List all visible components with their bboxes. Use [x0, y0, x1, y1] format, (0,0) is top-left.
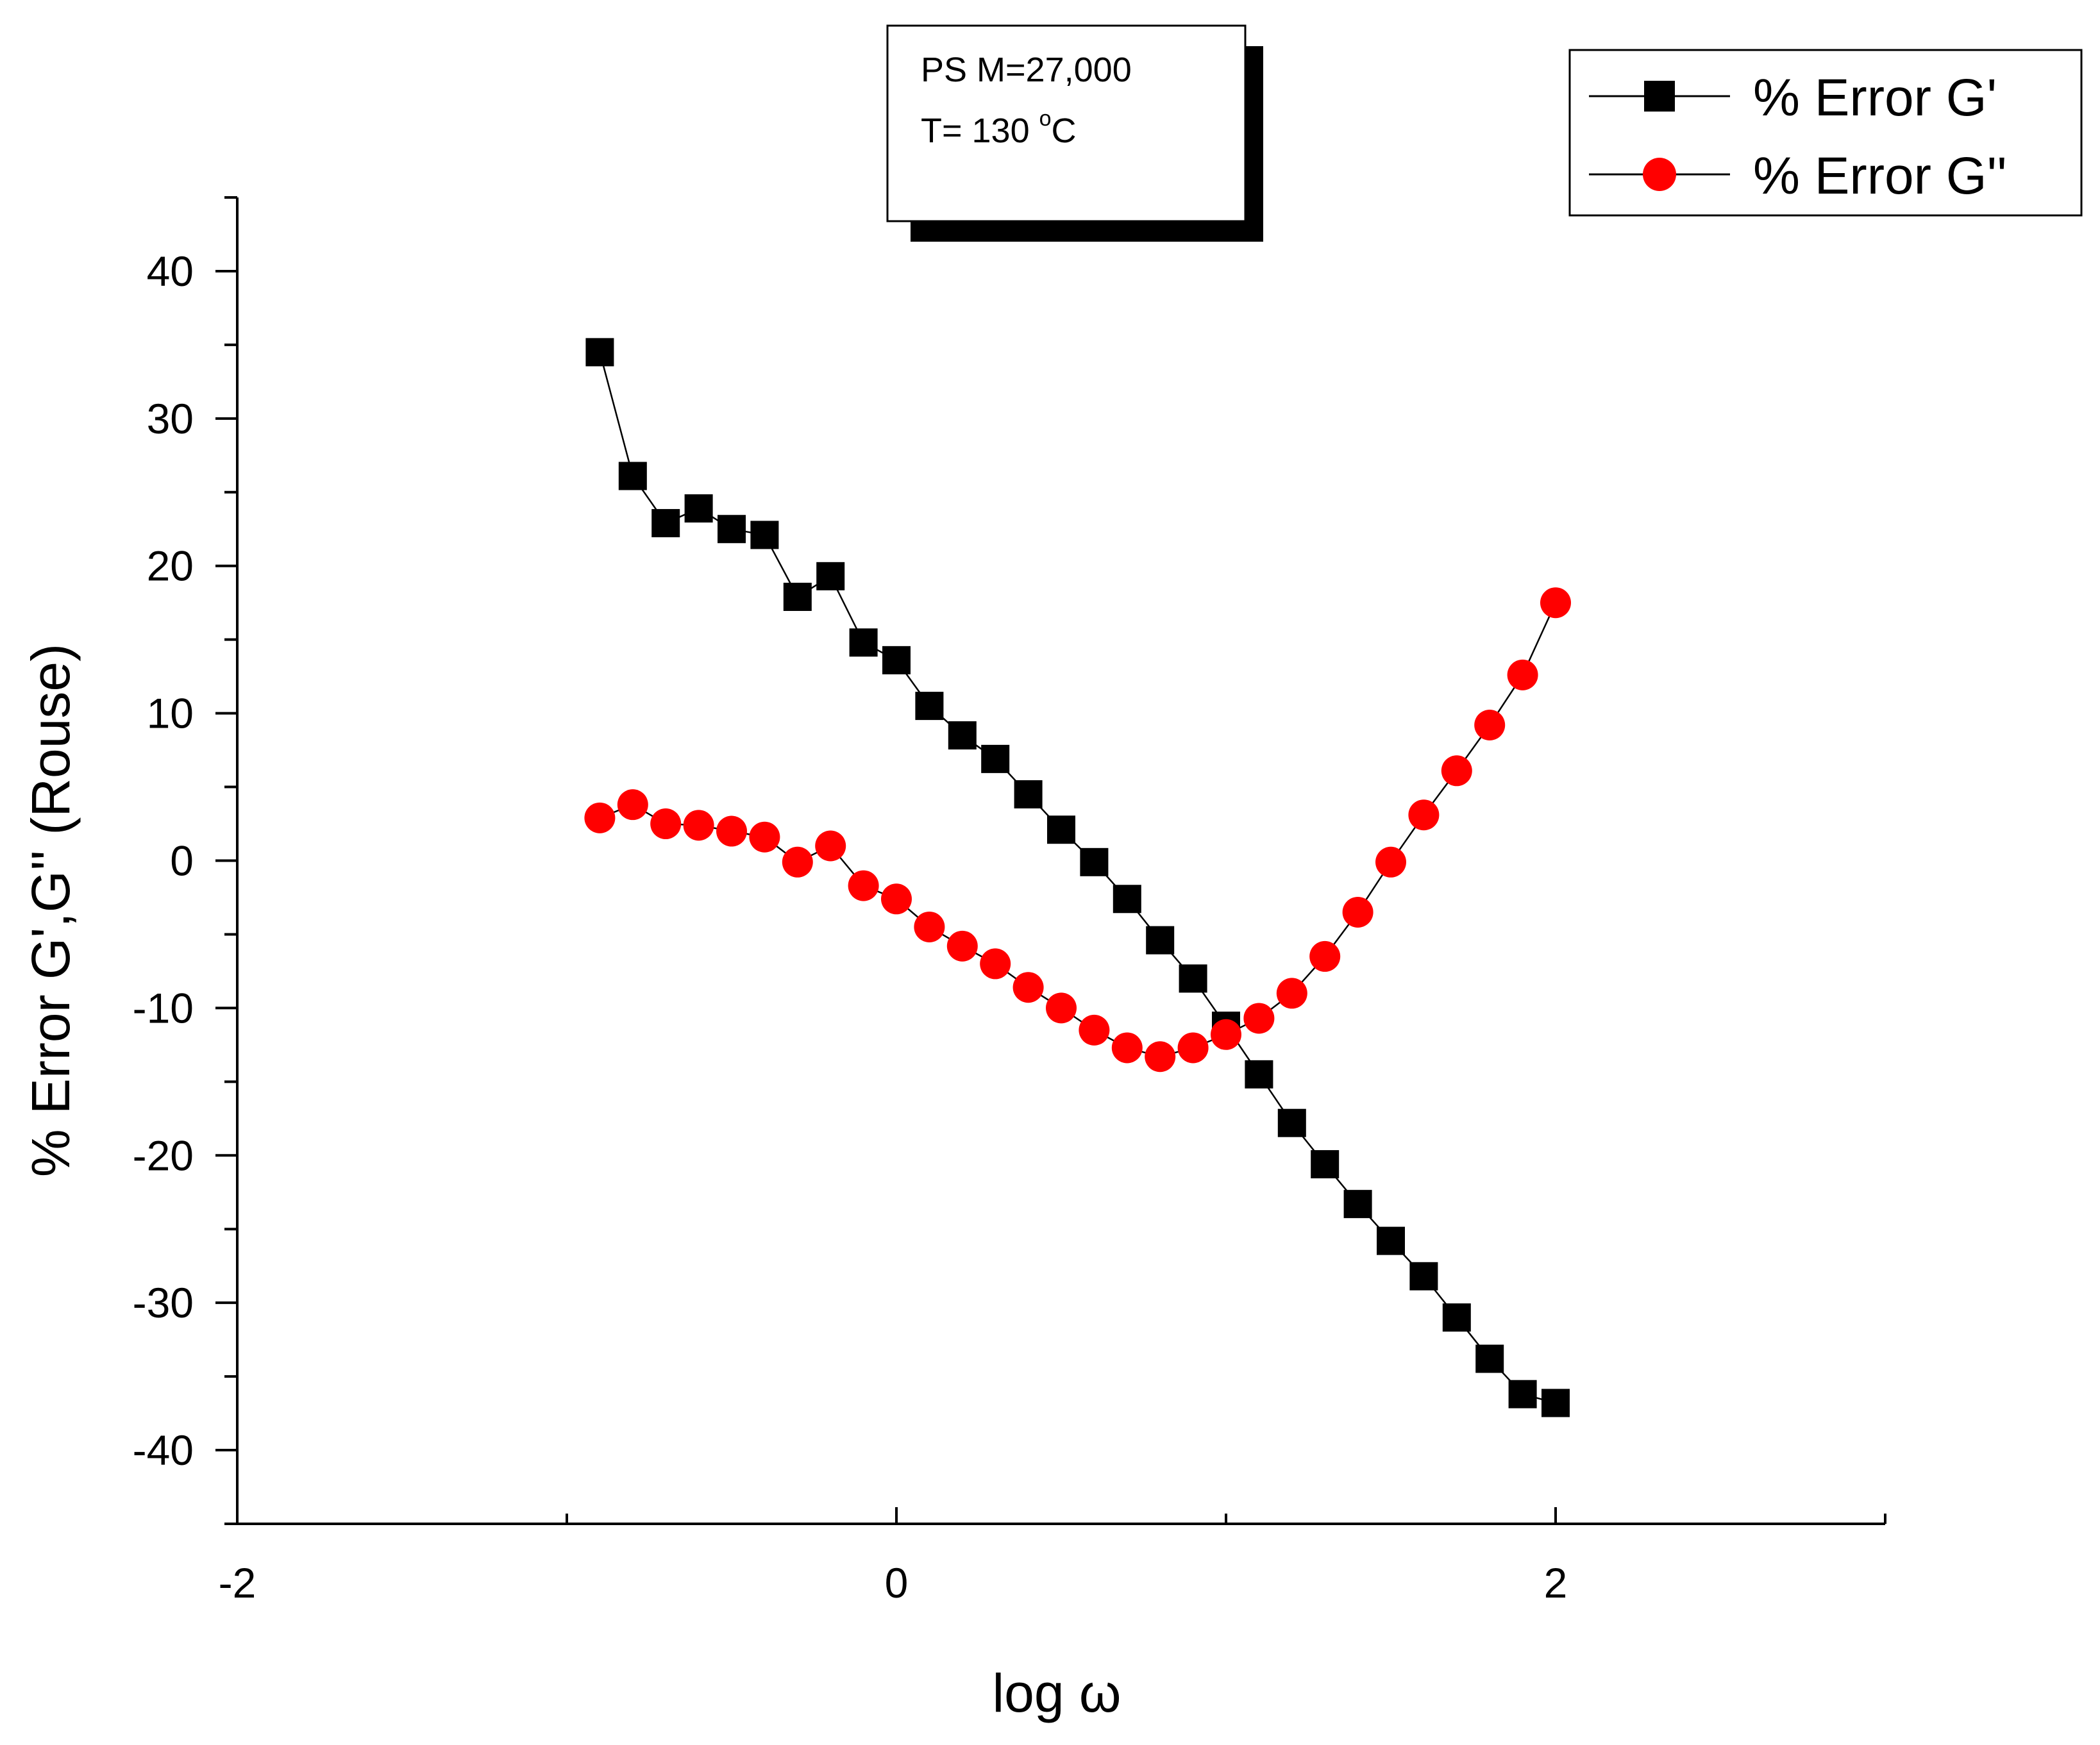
legend-marker-circle	[1643, 158, 1676, 191]
x-axis-title: log ω	[992, 1663, 1121, 1723]
data-point-square	[1080, 847, 1109, 876]
data-point-circle	[1211, 1019, 1241, 1050]
data-point-square	[1475, 1344, 1504, 1373]
data-point-square	[718, 515, 746, 544]
data-point-square	[816, 562, 845, 590]
data-point-square	[585, 338, 614, 367]
legend-label-g-prime: % Error G'	[1753, 69, 1997, 127]
data-point-square	[783, 582, 812, 611]
y-tick-label: 20	[147, 542, 194, 590]
data-point-square	[750, 521, 779, 549]
legend-marker-square	[1644, 81, 1675, 112]
series-line	[599, 352, 1556, 1404]
data-point-square	[1014, 780, 1043, 809]
legend-label-g-double-prime: % Error G''	[1753, 147, 2007, 205]
data-point-square	[1377, 1226, 1405, 1255]
data-point-square	[684, 494, 713, 523]
data-point-circle	[749, 821, 780, 853]
data-point-square	[849, 628, 878, 657]
data-point-circle	[1243, 1003, 1275, 1034]
data-point-square	[981, 744, 1010, 773]
series-layer	[584, 338, 1571, 1417]
data-point-circle	[617, 789, 648, 821]
data-point-circle	[980, 948, 1011, 980]
data-point-circle	[1111, 1032, 1143, 1064]
x-tick-label: -2	[219, 1559, 256, 1607]
data-point-circle	[1507, 659, 1538, 690]
data-point-circle	[881, 883, 912, 915]
data-point-square	[1343, 1190, 1372, 1219]
data-point-circle	[1079, 1014, 1110, 1046]
data-point-square	[1541, 1389, 1570, 1417]
y-tick-label: -10	[133, 984, 194, 1031]
data-point-circle	[782, 846, 813, 878]
data-point-square	[1146, 926, 1175, 955]
series-g-double-prime	[584, 587, 1571, 1073]
data-point-square	[1113, 885, 1141, 914]
data-point-circle	[716, 815, 747, 847]
x-tick-label: 2	[1544, 1559, 1568, 1607]
data-point-square	[618, 462, 647, 490]
data-point-circle	[1276, 978, 1307, 1009]
series-g-prime	[585, 338, 1570, 1417]
data-point-square	[882, 646, 911, 674]
data-point-square	[1179, 964, 1207, 993]
y-tick-label: -20	[133, 1131, 194, 1179]
data-point-circle	[1441, 755, 1472, 787]
data-point-circle	[1012, 972, 1044, 1003]
annotation-box: PS M=27,000 T= 130 oC	[886, 24, 1263, 242]
data-point-square	[1409, 1262, 1438, 1290]
annotation-line-2: T= 130 oC	[921, 106, 1077, 150]
data-point-circle	[584, 802, 616, 833]
y-axis-title: % Error G',G'' (Rouse)	[21, 644, 81, 1177]
y-tick-label: 40	[147, 247, 194, 295]
data-point-circle	[946, 930, 978, 962]
data-point-square	[1047, 815, 1075, 844]
x-tick-label: 0	[885, 1559, 909, 1607]
data-point-circle	[1309, 940, 1341, 972]
data-point-square	[1277, 1108, 1306, 1137]
data-point-circle	[1375, 846, 1406, 878]
legend: % Error G' % Error G''	[1568, 49, 2083, 217]
data-point-square	[1508, 1380, 1537, 1408]
annotation-degree-sup: o	[1039, 106, 1052, 131]
data-point-circle	[650, 808, 682, 840]
annotation-box-frame	[886, 24, 1247, 222]
data-point-circle	[1408, 799, 1440, 831]
annotation-temp-unit: C	[1052, 112, 1077, 150]
data-point-circle	[914, 911, 945, 942]
data-point-circle	[848, 870, 879, 901]
data-point-square	[915, 692, 944, 721]
annotation-line-1: PS M=27,000	[921, 51, 1132, 89]
y-tick-label: -30	[133, 1279, 194, 1326]
data-point-square	[1442, 1303, 1471, 1332]
y-tick-label: 0	[170, 837, 194, 885]
y-tick-label: 30	[147, 395, 194, 442]
data-point-square	[1311, 1150, 1340, 1179]
data-point-circle	[1177, 1032, 1209, 1064]
data-point-circle	[1145, 1041, 1176, 1073]
y-tick-label: 10	[147, 690, 194, 737]
data-point-square	[651, 509, 680, 538]
data-point-circle	[815, 830, 846, 862]
annotation-temp-prefix: T= 130	[921, 112, 1039, 150]
data-point-circle	[1342, 896, 1373, 928]
data-point-circle	[683, 810, 714, 841]
data-point-circle	[1540, 587, 1571, 619]
data-point-square	[1245, 1060, 1273, 1089]
data-point-circle	[1046, 992, 1077, 1024]
data-point-square	[948, 721, 977, 750]
data-point-circle	[1474, 710, 1506, 741]
y-tick-label: -40	[133, 1426, 194, 1474]
